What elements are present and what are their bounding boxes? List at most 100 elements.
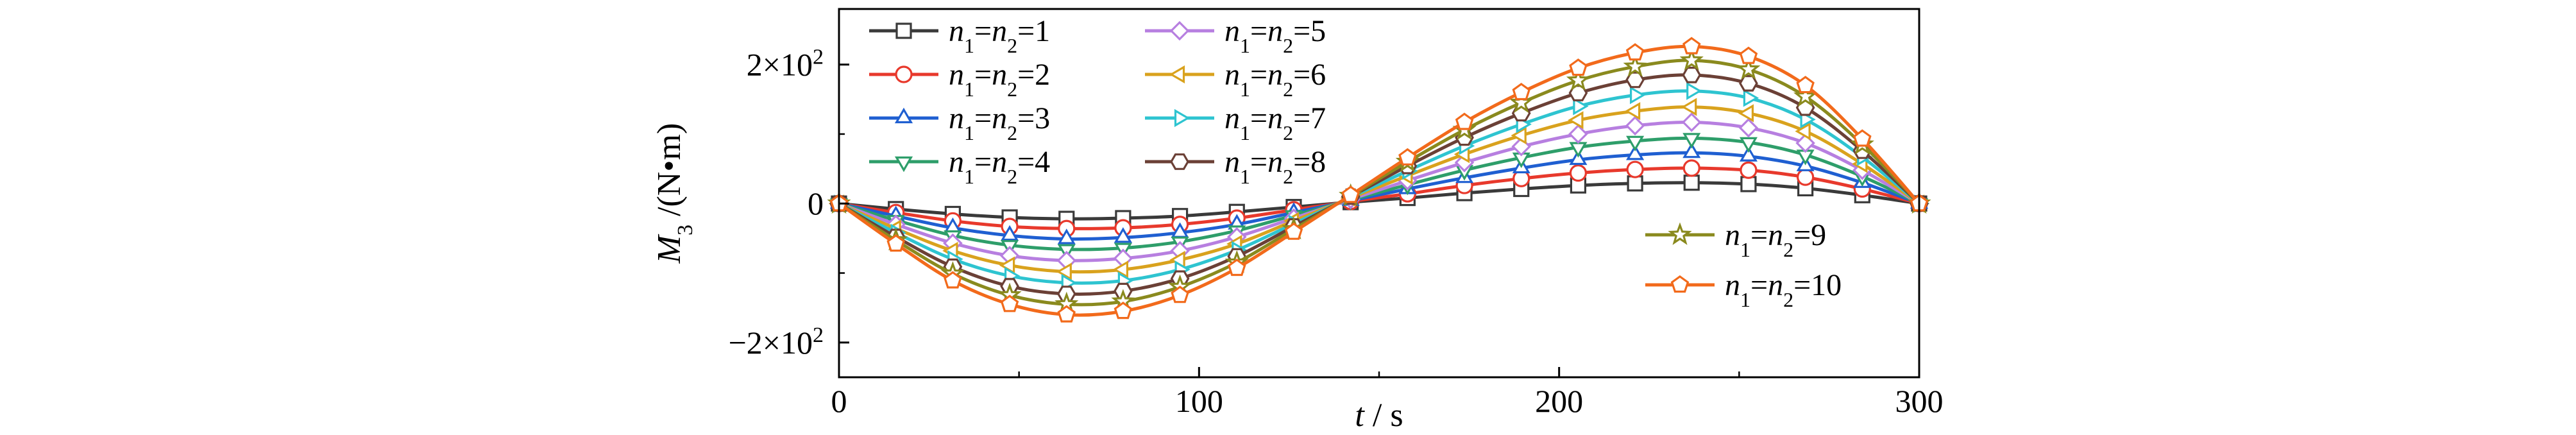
legend-label-7: n1=n2=7 [1224, 101, 1326, 144]
data-point-s2-14 [1569, 164, 1588, 182]
data-point-s4-15 [1626, 135, 1645, 151]
legend-entry-4: n1=n2=4 [869, 145, 1050, 188]
legend-entry-5: n1=n2=5 [1145, 14, 1326, 57]
data-point-s4-16 [1682, 133, 1701, 149]
data-point-s8-16 [1682, 66, 1702, 83]
data-point-s10-3 [944, 271, 962, 289]
data-point-s10-16 [1682, 37, 1701, 55]
data-point-s6-5 [1056, 262, 1072, 281]
x-tick-label-4: 300 [1895, 383, 1944, 419]
data-point-s9-15 [1623, 54, 1647, 77]
data-point-s5-14 [1568, 124, 1588, 144]
data-point-s10-9 [1284, 222, 1303, 240]
data-point-s10-7 [1171, 286, 1189, 303]
legend-marker-8 [1170, 153, 1189, 170]
data-point-s1-17 [1740, 176, 1757, 192]
x-tick-label-1: 0 [831, 383, 847, 419]
legend-label-10: n1=n2=10 [1725, 268, 1842, 311]
data-point-s7-15 [1630, 86, 1646, 105]
data-point-s7-17 [1743, 89, 1759, 107]
legend-label-8: n1=n2=8 [1224, 145, 1326, 188]
data-point-s3-15 [1626, 144, 1645, 160]
legend-label-2: n1=n2=2 [949, 58, 1050, 101]
data-point-s10-15 [1625, 43, 1645, 61]
data-point-s3-16 [1682, 142, 1701, 158]
data-point-s6-15 [1624, 102, 1641, 121]
legend-label-4: n1=n2=4 [949, 145, 1050, 188]
data-point-s6-6 [1112, 260, 1129, 279]
legend-entry-2: n1=n2=2 [869, 58, 1050, 101]
data-point-s10-8 [1228, 259, 1246, 277]
legend-entry-6: n1=n2=6 [1145, 58, 1326, 101]
data-point-s1-16 [1683, 175, 1700, 191]
data-point-s10-13 [1512, 83, 1530, 101]
data-point-s10-6 [1114, 302, 1133, 320]
data-point-s2-15 [1626, 160, 1644, 178]
legend-marker-10 [1670, 275, 1690, 293]
data-point-s6-13 [1511, 126, 1527, 145]
data-point-s6-18 [1795, 122, 1811, 141]
data-point-s10-18 [1796, 76, 1815, 94]
legend-label-5: n1=n2=5 [1224, 14, 1326, 57]
data-point-s10-4 [1000, 294, 1019, 312]
legend-marker-4 [894, 156, 913, 173]
legend-entry-10: n1=n2=10 [1645, 268, 1842, 311]
data-point-s10-19 [1853, 129, 1872, 147]
data-point-s10-14 [1569, 58, 1588, 76]
data-point-s9-16 [1679, 47, 1704, 71]
data-point-s3-4 [1001, 225, 1019, 241]
legend-label-9: n1=n2=9 [1725, 218, 1826, 261]
data-point-s3-17 [1739, 146, 1758, 162]
data-point-s1-15 [1627, 175, 1643, 192]
legend-label-1: n1=n2=1 [949, 14, 1050, 57]
data-point-s10-10 [1341, 185, 1360, 203]
data-point-s4-17 [1739, 137, 1758, 153]
data-point-s2-16 [1682, 159, 1700, 177]
data-point-s5-16 [1681, 112, 1702, 132]
legend-marker-3 [894, 107, 913, 124]
legend-marker-5 [1169, 21, 1190, 41]
data-point-s5-15 [1625, 115, 1645, 136]
data-point-s9-14 [1566, 68, 1590, 91]
legend-marker-6 [1169, 65, 1185, 84]
data-point-s10-11 [1398, 148, 1417, 166]
legend-marker-9 [1668, 222, 1692, 245]
y-tick-label-3: 2×102 [747, 45, 824, 83]
data-point-s6-16 [1681, 98, 1697, 116]
x-tick-label-2: 100 [1175, 383, 1223, 419]
legend-layer: n1=n2=1n1=n2=2n1=n2=3n1=n2=4n1=n2=5n1=n2… [869, 14, 1842, 311]
series-10 [829, 37, 1929, 323]
data-point-s2-17 [1740, 161, 1758, 179]
legend-entry-7: n1=n2=7 [1145, 101, 1326, 144]
data-point-s5-17 [1738, 117, 1759, 138]
data-point-s6-14 [1568, 111, 1584, 130]
data-point-s9-13 [1509, 90, 1534, 114]
data-point-s6-17 [1738, 104, 1754, 123]
legend-marker-1 [895, 22, 912, 39]
data-point-s7-14 [1573, 97, 1589, 115]
legend-marker-2 [895, 65, 913, 83]
data-point-s7-16 [1686, 81, 1702, 100]
legend-entry-1: n1=n2=1 [869, 14, 1050, 57]
y-tick-label-2: 0 [808, 185, 824, 221]
data-point-s3-6 [1114, 227, 1132, 243]
x-axis-label: t / s [1355, 397, 1403, 432]
data-point-s2-18 [1797, 168, 1815, 186]
data-point-s10-12 [1455, 112, 1474, 130]
y-tick-label-1: −2×102 [729, 323, 824, 361]
data-point-s9-17 [1736, 56, 1761, 80]
legend-entry-3: n1=n2=3 [869, 101, 1050, 144]
legend-label-3: n1=n2=3 [949, 101, 1050, 144]
data-point-s10-2 [886, 234, 905, 252]
y-axis-label: M3 /(N•m) [651, 123, 697, 264]
data-layer [827, 37, 1931, 323]
legend-entry-9: n1=n2=9 [1645, 218, 1826, 261]
legend-marker-7 [1174, 108, 1191, 128]
data-point-s3-5 [1057, 228, 1076, 244]
data-point-s10-17 [1739, 46, 1758, 64]
data-point-s9-18 [1793, 83, 1818, 107]
data-point-s3-14 [1569, 149, 1588, 166]
